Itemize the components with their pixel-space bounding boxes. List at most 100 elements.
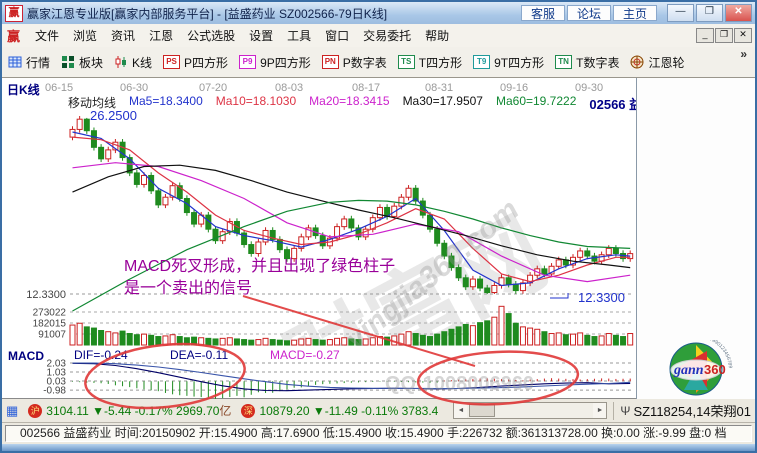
gann-logo-360: 360 (704, 362, 726, 377)
toolbar-item-5[interactable]: PN P数字表 (321, 54, 387, 71)
toolbar-overflow-chevron[interactable]: » (740, 47, 747, 61)
toolbar-item-3[interactable]: PS P四方形 (163, 54, 228, 71)
restore-button[interactable]: ❐ (696, 4, 723, 22)
shanghai-index-quote: 3104.11 ▼-5.44 -0.17% 2969.70 (46, 403, 220, 418)
toolbar-item-label: T四方形 (418, 55, 463, 70)
menu-item-4[interactable]: 公式选股 (187, 29, 236, 43)
menu-item-1[interactable]: 浏览 (73, 29, 98, 43)
svg-text:12.3300: 12.3300 (26, 289, 66, 301)
toolbar-item-7[interactable]: T9 9T四方形 (473, 54, 544, 71)
shenzhen-index-quote: 10879.20 ▼-11.49 -0.11% 3783.4 (259, 403, 439, 418)
toolbar-item-9[interactable]: 江恩轮 (630, 54, 684, 71)
date-tick-7: 09-30 (575, 82, 604, 94)
menu-item-5[interactable]: 设置 (249, 29, 274, 43)
toolbar-item-2[interactable]: K线 (114, 54, 152, 71)
toolbar-badge-icon: TN (555, 55, 573, 69)
toolbar-items: 行情 板块 K线 PS P四方形 P9 9P四方形 PN P数字表 TS T四方形 T9 9T四方形 TN… (8, 54, 695, 71)
scroll-right-arrow-icon[interactable]: ► (596, 407, 604, 414)
watermark-qq: QQ:1008006960 (385, 373, 535, 395)
menu-item-7[interactable]: 窗口 (325, 29, 350, 43)
menu-item-6[interactable]: 工具 (287, 29, 312, 43)
svg-text:2.03: 2.03 (47, 359, 67, 370)
toolbar-badge-icon: T9 (473, 55, 491, 69)
toolbar-item-label: 行情 (26, 55, 51, 70)
toolbar-item-8[interactable]: TN T数字表 (555, 54, 619, 71)
minimize-button[interactable]: — (667, 4, 694, 22)
toolbar-badge-icon: PS (163, 55, 181, 69)
menu-item-0[interactable]: 文件 (35, 29, 60, 43)
close-button[interactable]: ✕ (725, 4, 752, 22)
macd-readout: MACD=-0.27 (270, 348, 340, 362)
infobar: 002566 益盛药业 时间:20150902 开:15.4900 高:17.6… (2, 423, 755, 444)
titlebar-button-2[interactable]: 主页 (612, 5, 657, 21)
statusbar: ▦ 沪 3104.11 ▼-5.44 -0.17% 2969.70 亿 深 10… (2, 399, 755, 423)
ma-readout-5: Ma60=19.7222 (495, 94, 577, 108)
toolbar-item-label: K线 (132, 55, 153, 70)
macd-panel-label: MACD (8, 349, 44, 363)
macd-panel[interactable]: MACD DIF=-0.24 DEA=-0.11 MACD=-0.27 2.03… (2, 346, 636, 399)
toolbar: 行情 板块 K线 PS P四方形 P9 9P四方形 PN P数字表 TS T四方形 T9 9T四方形 TN… (2, 47, 755, 78)
shenzhen-index-icon: 深 (241, 403, 256, 418)
blocks-icon (62, 56, 75, 68)
window-controls: — ❐ ✕ (667, 4, 752, 22)
titlebar-button-1[interactable]: 论坛 (566, 5, 611, 21)
menu-item-9[interactable]: 帮助 (425, 29, 450, 43)
window-bottom-edge (2, 444, 755, 451)
date-tick-0: 06-15 (45, 82, 74, 94)
ma-readout-1: Ma5=18.3400 (129, 94, 203, 108)
connection-status: SZ118254,14荣翔01 (633, 404, 751, 419)
menu-logo-icon: 赢 (7, 29, 21, 44)
svg-text:1.03: 1.03 (47, 368, 67, 379)
stock-summary-field: 002566 益盛药业 时间:20150902 开:15.4900 高:17.6… (5, 425, 752, 442)
gann-logo-text: gann (673, 363, 704, 378)
toolbar-item-0[interactable]: 行情 (8, 54, 50, 71)
titlebar-buttons: 客服 论坛 主页 (520, 5, 657, 21)
ma-readout-row: 移动均线 Ma5=18.3400 Ma10=18.1030 Ma20=18.3415 M… (68, 94, 636, 113)
menu-minimize-button[interactable]: _ (696, 28, 714, 43)
shanghai-unit: 亿 (219, 404, 232, 418)
kline-chart[interactable]: 日K线 06-15 06-30 07-20 08-03 08-17 08-31 09-16 0… (2, 78, 636, 347)
low-price-label: 12.3300 (578, 290, 625, 305)
titlebar-button-0[interactable]: 客服 (520, 5, 565, 21)
shanghai-index-icon: 沪 (28, 403, 43, 418)
ma-readout-4: Ma30=17.9507 (402, 94, 483, 108)
date-tick-4: 08-17 (352, 82, 381, 94)
scroll-left-arrow-icon[interactable]: ◄ (457, 407, 465, 414)
menu-item-8[interactable]: 交易委托 (363, 29, 412, 43)
menu-window-controls: _ ❐ ✕ (696, 28, 752, 43)
toolbar-item-6[interactable]: TS T四方形 (397, 54, 463, 71)
toolbar-item-label: 9P四方形 (260, 55, 311, 70)
antenna-icon: Ψ (620, 403, 631, 418)
toolbar-badge-icon: TS (397, 55, 415, 69)
toolbar-badge-icon: P9 (239, 55, 257, 69)
menubar: 赢 文件 浏览 资讯 江恩 公式选股 设置 工具 窗口 交易委托 帮助 _ ❐ ✕ (2, 24, 755, 48)
date-tick-1: 06-30 (120, 82, 149, 94)
menu-item-3[interactable]: 江恩 (149, 29, 174, 43)
toolbar-item-label: 9T四方形 (494, 55, 545, 70)
scrollbar-thumb[interactable] (469, 404, 496, 417)
horizontal-scrollbar[interactable]: ◄ ► (453, 402, 608, 419)
svg-text:182015: 182015 (33, 318, 67, 329)
svg-text:0.03: 0.03 (47, 377, 67, 388)
ma-readout-2: Ma10=18.1030 (215, 94, 297, 108)
dea-readout: DEA=-0.11 (170, 348, 229, 362)
grid-icon (8, 56, 22, 68)
chart-panel-label: 日K线 (7, 83, 40, 97)
toolbar-item-label: P四方形 (184, 55, 229, 70)
svg-text:273022: 273022 (33, 307, 67, 318)
toolbar-item-label: 江恩轮 (648, 55, 685, 70)
menu-item-2[interactable]: 资讯 (111, 29, 136, 43)
toolbar-item-label: 板块 (79, 55, 104, 70)
menu-restore-button[interactable]: ❐ (715, 28, 733, 43)
quote-grid-icon[interactable]: ▦ (6, 402, 19, 418)
dif-readout: DIF=-0.24 (74, 348, 128, 362)
toolbar-item-4[interactable]: P9 9P四方形 (239, 54, 311, 71)
svg-text:91007: 91007 (38, 330, 66, 341)
peak-price-label: 26.2500 (90, 108, 137, 123)
toolbar-item-1[interactable]: 板块 (61, 54, 103, 71)
date-tick-3: 08-03 (275, 82, 304, 94)
scrollbar-track[interactable] (467, 403, 594, 418)
menu-close-button[interactable]: ✕ (734, 28, 752, 43)
